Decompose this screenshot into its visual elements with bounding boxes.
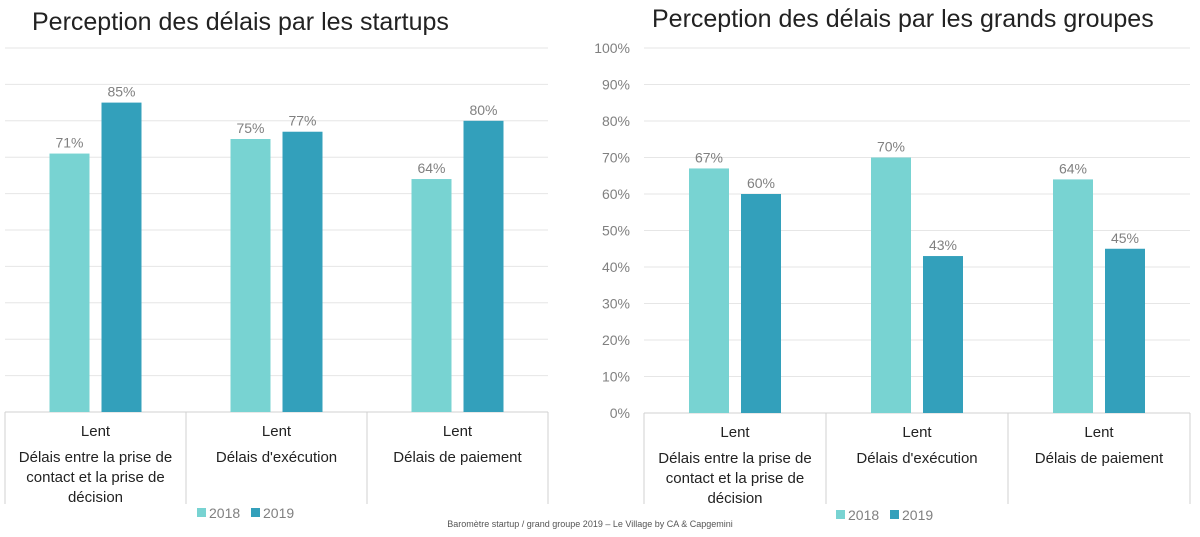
y-tick-label: 10% [602,369,630,385]
footer-source: Baromètre startup / grand groupe 2019 – … [447,519,733,529]
category-label: Délais d'exécution [856,450,977,467]
legend-label: 2018 [209,505,240,521]
category-label: Délais entre la prise de [658,450,811,467]
category-label: décision [68,489,123,506]
y-tick-label: 80% [602,113,630,129]
data-label: 67% [695,149,723,165]
data-label: 64% [417,160,445,176]
category-label: contact et la prise de [26,469,164,486]
legend-swatch-2019 [251,508,260,517]
data-label: 77% [288,113,316,129]
row-label: Lent [720,424,750,441]
category-label: Délais de paiement [393,449,522,466]
bar-2019-3 [1105,248,1145,413]
bar-2019-2 [282,131,323,412]
bar-2018-1 [689,168,729,413]
category-label: Délais de paiement [1035,450,1164,467]
y-tick-label: 60% [602,186,630,202]
data-label: 70% [877,139,905,155]
row-label: Lent [1084,424,1114,441]
bar-2019-1 [741,194,781,413]
chart-startups: Perception des délais par les startups 71… [4,8,549,521]
row-label: Lent [902,424,932,441]
row-label: Lent [443,423,473,440]
bar-2018-3 [411,179,452,412]
y-tick-label: 20% [602,332,630,348]
category-label: Délais entre la prise de [19,449,172,466]
data-label: 85% [107,84,135,100]
data-label: 60% [747,175,775,191]
y-tick-label: 90% [602,77,630,93]
bar-2019-2 [923,256,963,413]
bar-2019-3 [463,120,504,413]
chart-title: Perception des délais par les startups [32,8,449,36]
y-tick-label: 50% [602,223,630,239]
legend-swatch-2018 [197,508,206,517]
category-label: décision [707,490,762,507]
legend-swatch-2018 [836,510,845,519]
row-label: Lent [81,423,111,440]
bar-2018-3 [1053,179,1093,413]
bar-2019-1 [101,102,142,412]
category-label: Délais d'exécution [216,449,337,466]
bar-2018-2 [230,139,271,412]
data-label: 71% [55,135,83,151]
legend-swatch-2019 [890,510,899,519]
y-tick-label: 0% [610,405,630,421]
legend-label: 2019 [902,507,933,523]
data-label: 43% [929,237,957,253]
y-tick-label: 30% [602,296,630,312]
data-label: 45% [1111,230,1139,246]
legend-label: 2018 [848,507,879,523]
y-tick-label: 100% [594,40,630,56]
bar-2018-2 [871,157,911,413]
bar-2018-1 [49,153,90,412]
data-label: 80% [469,102,497,118]
data-label: 75% [236,120,264,136]
chart-title: Perception des délais par les grands gro… [652,5,1154,33]
y-tick-label: 70% [602,150,630,166]
row-label: Lent [262,423,292,440]
category-label: contact et la prise de [666,470,804,487]
data-label: 64% [1059,160,1087,176]
chart-grands-groupes: Perception des délais par les grands gro… [594,5,1191,523]
y-tick-label: 40% [602,259,630,275]
legend-label: 2019 [263,505,294,521]
